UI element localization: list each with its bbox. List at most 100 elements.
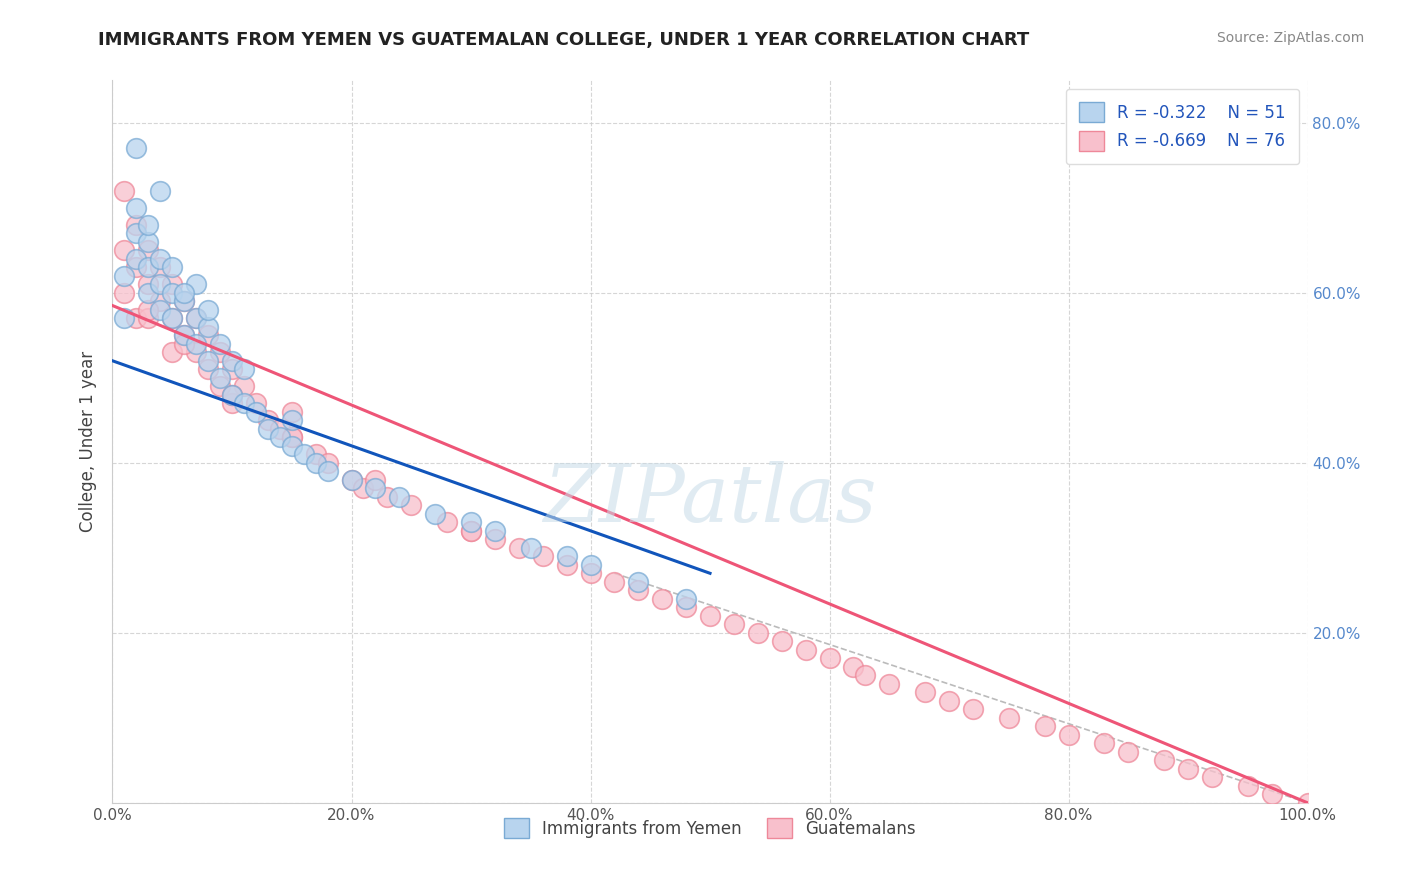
- Point: [651, 591, 673, 606]
- Point: [114, 268, 135, 283]
- Point: [162, 277, 183, 292]
- Point: [460, 516, 482, 530]
- Point: [197, 319, 219, 334]
- Point: [842, 660, 865, 674]
- Point: [221, 362, 243, 376]
- Point: [269, 430, 291, 444]
- Point: [162, 285, 183, 300]
- Text: IMMIGRANTS FROM YEMEN VS GUATEMALAN COLLEGE, UNDER 1 YEAR CORRELATION CHART: IMMIGRANTS FROM YEMEN VS GUATEMALAN COLL…: [98, 31, 1029, 49]
- Point: [138, 260, 160, 275]
- Point: [555, 549, 578, 564]
- Point: [149, 184, 172, 198]
- Point: [292, 447, 315, 461]
- Point: [209, 371, 232, 385]
- Point: [125, 227, 148, 241]
- Legend: Immigrants from Yemen, Guatemalans: Immigrants from Yemen, Guatemalans: [498, 812, 922, 845]
- Point: [508, 541, 530, 555]
- Point: [173, 294, 195, 309]
- Point: [364, 473, 387, 487]
- Point: [138, 218, 160, 232]
- Point: [209, 336, 232, 351]
- Point: [520, 541, 543, 555]
- Point: [281, 405, 304, 419]
- Point: [149, 260, 172, 275]
- Point: [316, 456, 339, 470]
- Point: [125, 311, 148, 326]
- Point: [162, 311, 183, 326]
- Point: [162, 311, 183, 326]
- Point: [197, 353, 219, 368]
- Point: [1094, 736, 1116, 750]
- Point: [138, 311, 160, 326]
- Point: [125, 218, 148, 232]
- Point: [627, 574, 650, 589]
- Point: [209, 379, 232, 393]
- Point: [555, 558, 578, 572]
- Point: [197, 362, 219, 376]
- Text: ZIPatlas: ZIPatlas: [543, 460, 877, 538]
- Point: [257, 413, 280, 427]
- Point: [747, 625, 769, 640]
- Point: [723, 617, 745, 632]
- Point: [197, 302, 219, 317]
- Point: [1057, 728, 1080, 742]
- Point: [484, 524, 506, 538]
- Point: [173, 328, 195, 343]
- Point: [305, 456, 328, 470]
- Point: [305, 447, 328, 461]
- Point: [125, 201, 148, 215]
- Point: [699, 608, 721, 623]
- Point: [149, 252, 172, 266]
- Point: [579, 558, 602, 572]
- Point: [173, 294, 195, 309]
- Point: [149, 277, 172, 292]
- Point: [186, 311, 208, 326]
- Point: [125, 141, 148, 155]
- Point: [138, 277, 160, 292]
- Point: [114, 285, 135, 300]
- Point: [149, 294, 172, 309]
- Point: [221, 353, 243, 368]
- Point: [425, 507, 447, 521]
- Point: [998, 711, 1021, 725]
- Point: [1261, 787, 1284, 801]
- Point: [186, 311, 208, 326]
- Point: [770, 634, 793, 648]
- Point: [401, 498, 423, 512]
- Point: [938, 694, 960, 708]
- Point: [114, 184, 135, 198]
- Point: [186, 277, 208, 292]
- Point: [484, 533, 506, 547]
- Point: [603, 574, 626, 589]
- Point: [281, 430, 304, 444]
- Point: [1118, 745, 1140, 759]
- Point: [340, 473, 363, 487]
- Point: [197, 328, 219, 343]
- Point: [186, 336, 208, 351]
- Point: [257, 422, 280, 436]
- Point: [962, 702, 984, 716]
- Point: [579, 566, 602, 581]
- Point: [818, 651, 841, 665]
- Point: [855, 668, 877, 682]
- Point: [1177, 762, 1199, 776]
- Point: [138, 244, 160, 258]
- Point: [1237, 779, 1260, 793]
- Point: [173, 336, 195, 351]
- Point: [1296, 796, 1319, 810]
- Point: [352, 481, 374, 495]
- Point: [627, 583, 650, 598]
- Point: [162, 260, 183, 275]
- Point: [531, 549, 554, 564]
- Point: [281, 413, 304, 427]
- Point: [138, 235, 160, 249]
- Point: [794, 642, 817, 657]
- Point: [138, 302, 160, 317]
- Point: [125, 252, 148, 266]
- Point: [233, 396, 256, 410]
- Point: [221, 388, 243, 402]
- Point: [209, 345, 232, 359]
- Y-axis label: College, Under 1 year: College, Under 1 year: [79, 351, 97, 533]
- Point: [377, 490, 399, 504]
- Point: [675, 591, 697, 606]
